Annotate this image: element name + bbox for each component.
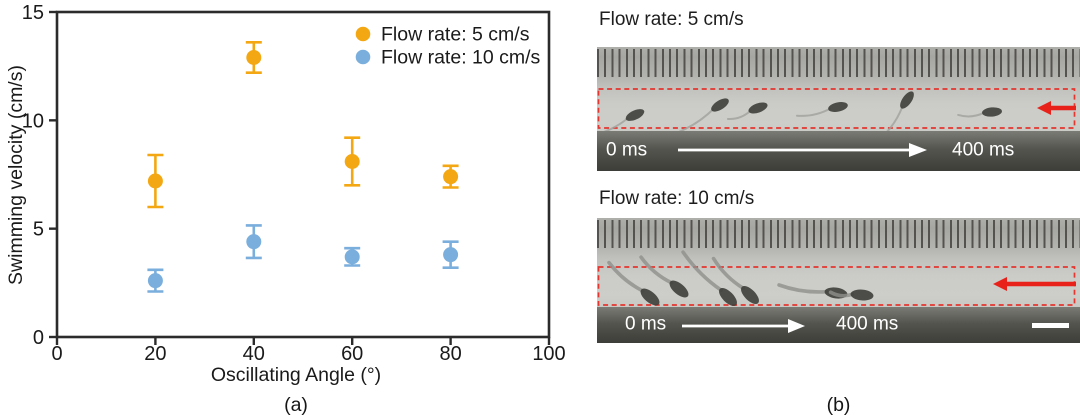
strip-1-photo: 0 ms 400 ms bbox=[597, 47, 1080, 171]
robot-tail bbox=[711, 256, 746, 291]
strip-2-photo: 0 ms 400 ms bbox=[597, 218, 1080, 343]
flow-arrow-head bbox=[1037, 101, 1051, 115]
series-2 bbox=[147, 224, 459, 293]
panel-a-caption: (a) bbox=[284, 394, 308, 416]
data-point bbox=[147, 173, 163, 189]
time-start-label: 0 ms bbox=[606, 139, 648, 161]
data-point bbox=[246, 234, 262, 250]
x-tick-label: 40 bbox=[243, 343, 265, 365]
swimmer-robot bbox=[795, 102, 848, 117]
time-arrow bbox=[682, 319, 805, 333]
strip-1-timebar: 0 ms 400 ms bbox=[597, 131, 1080, 171]
swimmer-robot bbox=[726, 102, 768, 120]
data-point bbox=[443, 169, 459, 185]
y-tick-label: 10 bbox=[22, 110, 44, 132]
robot-body bbox=[711, 98, 729, 112]
robot-body bbox=[748, 102, 768, 114]
channel-wall-texture bbox=[597, 220, 1080, 248]
channel-wall-texture bbox=[597, 49, 1080, 77]
legend-marker bbox=[355, 26, 371, 42]
robot-tail bbox=[639, 255, 674, 285]
roi-dashed-box bbox=[597, 88, 1076, 129]
swimmer-robot bbox=[828, 289, 874, 301]
strip-2-timebar: 0 ms 400 ms bbox=[597, 307, 1080, 343]
x-tick-label: 20 bbox=[144, 343, 166, 365]
robot-tail bbox=[607, 260, 645, 293]
robot-body bbox=[719, 288, 737, 306]
plot-border bbox=[55, 10, 551, 339]
robot-tail bbox=[777, 283, 829, 294]
series-1 bbox=[147, 41, 459, 209]
swimmer-robot bbox=[777, 283, 848, 299]
robot-tail bbox=[597, 117, 629, 136]
time-end-label: 400 ms bbox=[952, 139, 1015, 161]
time-arrow bbox=[678, 143, 927, 157]
y-axis-title: Swimming velocity (cm/s) bbox=[5, 65, 27, 285]
axis-ticks: 0 20 40 60 80 100 0 5 10 15 bbox=[22, 2, 566, 365]
swimmer-robot bbox=[597, 109, 645, 136]
robot-tail bbox=[957, 111, 986, 118]
robot-body bbox=[850, 289, 874, 301]
y-tick-label: 5 bbox=[33, 219, 44, 241]
strip-2-label: Flow rate: 10 cm/s bbox=[599, 188, 755, 209]
time-arrow-head bbox=[788, 319, 805, 333]
flow-arrow-head bbox=[993, 277, 1007, 291]
data-point bbox=[344, 249, 360, 265]
strip-1-label: Flow rate: 5 cm/s bbox=[599, 9, 744, 30]
robot-tail bbox=[726, 109, 752, 120]
x-tick-label: 100 bbox=[532, 343, 565, 365]
data-point bbox=[246, 50, 262, 65]
robot-body bbox=[669, 280, 689, 298]
robot-body bbox=[900, 91, 914, 109]
x-axis-title: Oscillating Angle (°) bbox=[211, 364, 381, 386]
robot-tail bbox=[681, 250, 724, 293]
y-tick-label: 15 bbox=[22, 2, 44, 24]
robot-body bbox=[640, 288, 660, 306]
flow-direction-arrow bbox=[1037, 101, 1076, 115]
legend-label: Flow rate: 10 cm/s bbox=[381, 47, 541, 69]
time-arrow-head bbox=[909, 143, 927, 157]
legend-label: Flow rate: 5 cm/s bbox=[381, 24, 530, 46]
swimmer-robot bbox=[681, 250, 737, 306]
swimmer-robot bbox=[711, 256, 759, 304]
swimmer-robots bbox=[607, 250, 874, 306]
x-tick-label: 60 bbox=[341, 343, 363, 365]
time-start-label: 0 ms bbox=[625, 313, 667, 335]
x-tick-label: 0 bbox=[51, 343, 62, 365]
data-point bbox=[443, 247, 459, 263]
robot-body bbox=[625, 109, 645, 121]
x-tick-label: 80 bbox=[439, 343, 461, 365]
robot-body bbox=[741, 286, 759, 304]
flow-direction-arrow bbox=[993, 277, 1076, 291]
panel-b-caption: (b) bbox=[826, 394, 851, 416]
y-tick-label: 0 bbox=[33, 327, 44, 349]
swimmer-robot bbox=[957, 107, 1002, 118]
swimmer-robot bbox=[639, 255, 689, 298]
robot-tail bbox=[795, 107, 832, 117]
legend-marker bbox=[355, 49, 371, 65]
robot-body bbox=[828, 102, 848, 112]
time-end-label: 400 ms bbox=[836, 313, 899, 335]
swimmer-robot bbox=[607, 260, 660, 306]
data-point bbox=[147, 273, 163, 289]
strip-2-overlay bbox=[597, 250, 1076, 306]
swimming-velocity-chart: 0 20 40 60 80 100 0 5 10 15 Oscillating Angle (°) S… bbox=[5, 2, 566, 386]
data-point bbox=[344, 154, 360, 169]
robot-body bbox=[982, 107, 1002, 117]
scale-bar bbox=[1032, 323, 1069, 328]
